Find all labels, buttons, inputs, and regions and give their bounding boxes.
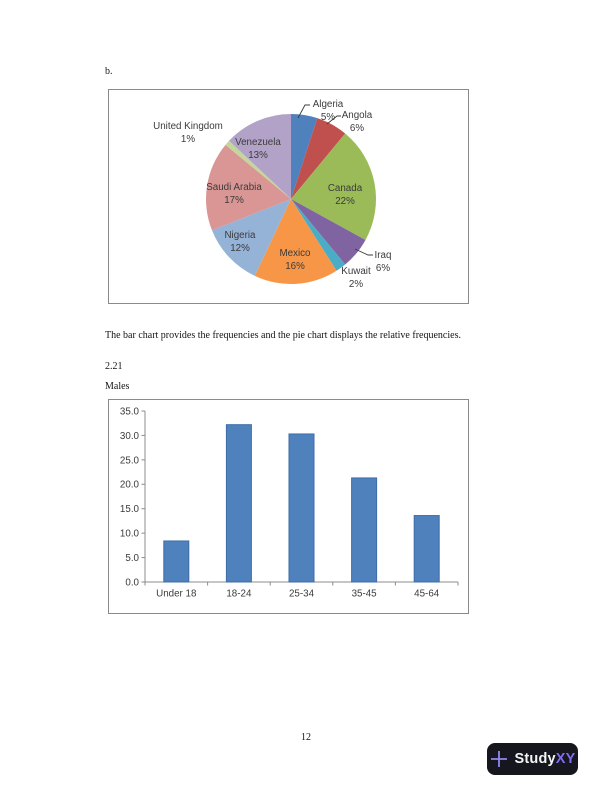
pie-label-iraq: Iraq 6% <box>375 250 392 274</box>
bar-under-18 <box>163 540 190 583</box>
logo-text-accent: XY <box>555 750 576 767</box>
pie-slice-algeria <box>291 114 318 199</box>
pie-label-canada: Canada 22% <box>328 183 363 207</box>
pie-label-nigeria: Nigeria 12% <box>224 230 256 254</box>
pie-chart-figure: Algeria 5% Angola 6% Canada 22% Iraq 6% Kuwait 2%… <box>108 89 469 304</box>
logo-text: StudyXY <box>514 752 575 767</box>
bar-25-34 <box>288 433 315 583</box>
item-label: b. <box>105 66 113 77</box>
pie-slice-united-kingdom <box>225 140 291 199</box>
bar-chart: 0.0 5.0 10.0 15.0 20.0 25.0 30.0 35.0 Under 18 18… <box>120 406 459 600</box>
leader-line <box>326 115 341 125</box>
problem-number: 2.21 <box>105 361 123 372</box>
pie-slice-mexico <box>254 199 337 285</box>
x-category-label: 45-64 <box>414 589 440 600</box>
y-tick-label: 0.0 <box>125 577 139 588</box>
bar-45-64 <box>413 515 440 583</box>
pie-slice-kuwait <box>291 199 346 271</box>
pie-slice-nigeria <box>211 199 291 276</box>
pie-chart: Algeria 5% Angola 6% Canada 22% Iraq 6%Kuwait 2%… <box>153 99 392 290</box>
y-tick-label: 15.0 <box>120 504 140 515</box>
y-tick-label: 30.0 <box>120 431 140 442</box>
pie-slice-angola <box>291 118 346 199</box>
pie-slice-iraq <box>291 199 366 265</box>
x-category-label: Under 18 <box>156 589 197 600</box>
page-number: 12 <box>301 732 311 743</box>
y-tick-label: 10.0 <box>120 529 140 540</box>
pie-label-united-kingdom: United Kingdom 1% <box>153 121 223 145</box>
x-category-label: 18-24 <box>226 589 252 600</box>
y-tick-label: 5.0 <box>125 553 139 564</box>
x-category-label: 35-45 <box>352 589 378 600</box>
bar-35-45 <box>351 477 378 583</box>
plus-icon <box>491 751 508 767</box>
y-tick-label: 20.0 <box>120 480 140 491</box>
bar-chart-figure: 0.0 5.0 10.0 15.0 20.0 25.0 30.0 35.0 Under 18 18… <box>108 399 469 614</box>
bar-chart-caption: Males <box>105 381 130 392</box>
pie-label-algeria: Algeria 5% <box>313 99 344 123</box>
pie-label-angola: Angola 6% <box>342 110 373 134</box>
pie-label-venezuela: Venezuela 13% <box>235 137 281 161</box>
pie-label-kuwait: Kuwait 2% <box>341 266 371 290</box>
y-tick-label: 25.0 <box>120 455 140 466</box>
bar-18-24 <box>225 424 252 583</box>
x-category-label: 25-34 <box>289 589 315 600</box>
pie-slice-venezuela <box>229 114 291 199</box>
logo-text-primary: Study <box>514 750 556 767</box>
body-text: The bar chart provides the frequencies a… <box>105 330 461 341</box>
studyxy-logo: StudyXY <box>487 743 578 775</box>
pie-label-mexico: Mexico 16% <box>279 248 311 272</box>
y-tick-label: 35.0 <box>120 406 140 417</box>
pie-slice-saudi-arabia <box>206 144 291 231</box>
pie-slice-canada <box>291 133 377 240</box>
leader-line <box>297 104 310 119</box>
leader-line <box>354 248 373 256</box>
pie-label-saudi-arabia: Saudi Arabia 17% <box>206 182 262 206</box>
